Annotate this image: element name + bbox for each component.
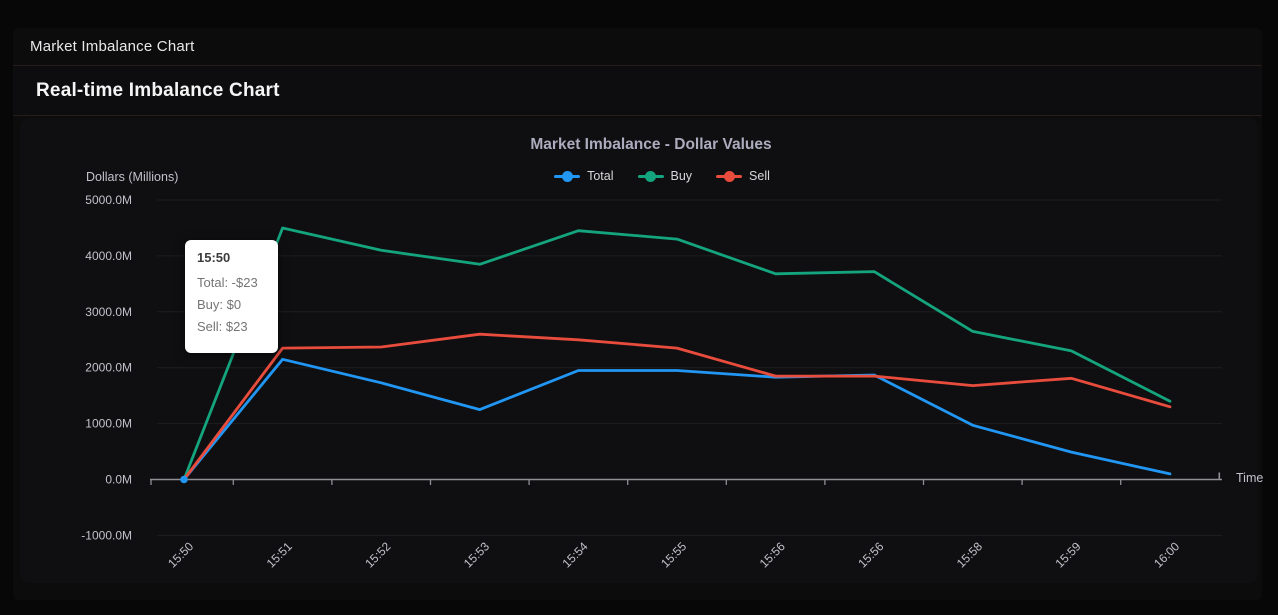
- hover-point-dot: [180, 475, 188, 484]
- legend-label: Total: [587, 169, 614, 183]
- svg-text:15:51: 15:51: [264, 539, 295, 570]
- tooltip-line: Total: -$23: [197, 275, 258, 290]
- chart-card: Market Imbalance - Dollar Values Total Bu…: [20, 118, 1263, 583]
- window-titlebar: Market Imbalance Chart: [13, 28, 1262, 66]
- legend-item-total[interactable]: Total: [554, 169, 614, 183]
- svg-text:1000.0M: 1000.0M: [85, 417, 132, 431]
- window-panel: Market Imbalance Chart Real-time Imbalan…: [13, 28, 1263, 600]
- svg-text:15:54: 15:54: [560, 539, 591, 570]
- legend-swatch-icon: [716, 170, 743, 182]
- svg-text:15:50: 15:50: [165, 539, 196, 570]
- tooltip-line: Buy: $0: [197, 297, 242, 312]
- legend-item-sell[interactable]: Sell: [716, 169, 770, 183]
- tooltip-line: Sell: $23: [197, 319, 248, 334]
- svg-text:15:58: 15:58: [954, 539, 985, 570]
- svg-text:15:56: 15:56: [757, 539, 788, 570]
- window-title: Market Imbalance Chart: [30, 38, 195, 55]
- chart-legend: Total Buy Sell: [20, 168, 1258, 184]
- svg-text:0.0M: 0.0M: [105, 473, 132, 487]
- svg-text:-1000.0M: -1000.0M: [81, 528, 132, 542]
- section-header: Real-time Imbalance Chart: [13, 66, 1262, 116]
- x-axis: [150, 472, 1222, 485]
- y-axis-title: Dollars (Millions): [86, 170, 179, 184]
- svg-text:15:56: 15:56: [855, 539, 886, 570]
- legend-item-buy[interactable]: Buy: [637, 169, 693, 183]
- svg-text:15:53: 15:53: [461, 539, 492, 570]
- y-tick-labels: 5000.0M 4000.0M 3000.0M 2000.0M 1000.0M 0.0M -…: [81, 193, 132, 542]
- chart-plot[interactable]: 5000.0M 4000.0M 3000.0M 2000.0M 1000.0M 0.0M -…: [20, 118, 1258, 583]
- legend-swatch-icon: [554, 170, 581, 182]
- tooltip-title: 15:50: [197, 250, 231, 265]
- legend-swatch-icon: [637, 170, 664, 182]
- svg-text:15:52: 15:52: [362, 539, 393, 570]
- svg-text:2000.0M: 2000.0M: [85, 361, 132, 375]
- x-tick-labels: 15:50 15:51 15:52 15:53 15:54 15:55 15:56 15:56…: [165, 539, 1182, 570]
- svg-text:3000.0M: 3000.0M: [85, 305, 132, 319]
- series-line-sell[interactable]: [182, 332, 1172, 481]
- page-title: Real-time Imbalance Chart: [36, 79, 280, 101]
- legend-label: Buy: [670, 169, 693, 183]
- gridlines: [157, 199, 1222, 536]
- series-line-total[interactable]: [182, 357, 1172, 481]
- chart-title: Market Imbalance - Dollar Values: [530, 136, 772, 153]
- svg-text:4000.0M: 4000.0M: [85, 249, 132, 263]
- svg-text:16:00: 16:00: [1151, 539, 1182, 570]
- legend-label: Sell: [749, 169, 770, 183]
- svg-text:15:59: 15:59: [1053, 539, 1084, 570]
- tooltip-body: Total: -$23 Buy: $0 Sell: $23: [197, 272, 266, 338]
- chart-tooltip: 15:50 Total: -$23 Buy: $0 Sell: $23: [185, 240, 278, 353]
- x-axis-title: Time: [1236, 471, 1264, 485]
- series-line-buy[interactable]: [182, 226, 1172, 481]
- svg-text:15:55: 15:55: [658, 539, 689, 570]
- svg-text:5000.0M: 5000.0M: [85, 193, 132, 207]
